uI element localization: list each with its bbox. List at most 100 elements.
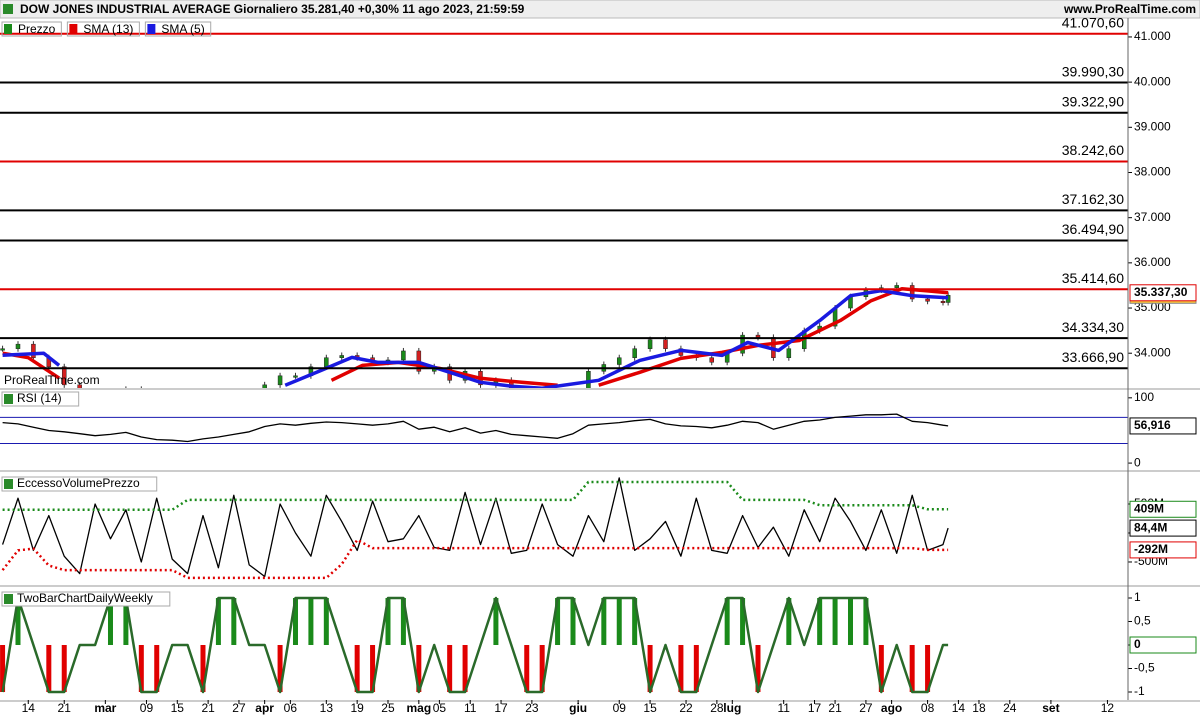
signal-bar — [847, 597, 853, 645]
level-label: 36.494,90 — [1062, 221, 1124, 237]
signal-bar — [385, 597, 391, 645]
signal-bar — [447, 645, 453, 693]
panel-title: RSI (14) — [17, 391, 62, 405]
panel-title: TwoBarChartDailyWeekly — [17, 591, 153, 605]
level-label: 34.334,30 — [1062, 319, 1124, 335]
signal-bar — [354, 645, 360, 693]
level-label: 35.414,60 — [1062, 270, 1124, 286]
x-tick-label: 06 — [284, 701, 298, 715]
x-tick-label: 11 — [464, 701, 477, 715]
candle — [940, 301, 946, 304]
candle — [324, 357, 329, 368]
y-tick-label: 1 — [1134, 590, 1141, 604]
x-tick-label: 28 — [710, 701, 724, 715]
legend-box — [144, 21, 212, 37]
signal-bar — [323, 597, 329, 645]
chart-title: DOW JONES INDUSTRIAL AVERAGE Giornaliero… — [20, 2, 525, 16]
last-value-label: 0 — [1134, 637, 1141, 651]
header-bar — [0, 0, 1200, 19]
signal-bar — [231, 597, 237, 645]
x-tick-label: mar — [94, 701, 116, 715]
last-value-label: 35.337,30 — [1134, 285, 1188, 299]
x-tick-label: mag — [406, 701, 431, 715]
y-tick-label: 100 — [1134, 390, 1154, 404]
x-tick-label: 21 — [58, 701, 72, 715]
legend-swatch — [69, 24, 78, 34]
signal-bar — [308, 597, 314, 645]
y-tick-label: 41.000 — [1134, 29, 1171, 43]
candle — [15, 343, 21, 349]
last-value-box — [1129, 417, 1197, 435]
x-tick-label: 08 — [921, 701, 935, 715]
signal-bar — [200, 645, 206, 693]
y-tick-label: -1 — [1134, 684, 1145, 698]
signal-bar — [740, 597, 746, 645]
x-tick-label: 11 — [777, 701, 790, 715]
y-tick-label: 39.000 — [1134, 119, 1171, 133]
x-tick-label: 22 — [679, 701, 693, 715]
level-label: 41.070,60 — [1062, 14, 1124, 30]
y-tick-label: 40.000 — [1134, 74, 1171, 88]
signal-bar — [909, 645, 915, 693]
signal-bar — [863, 597, 869, 645]
candle — [647, 339, 653, 349]
y-tick-label: 34.000 — [1134, 345, 1171, 359]
signal-bar — [277, 645, 283, 693]
panel-1 — [0, 413, 1128, 445]
candle — [0, 348, 5, 351]
candle — [616, 357, 622, 365]
signal-bar — [786, 597, 792, 645]
y-tick-label: 36.000 — [1134, 255, 1171, 269]
x-tick-label: 27 — [859, 701, 873, 715]
signal-bar — [154, 645, 160, 693]
site-link[interactable]: www.ProRealTime.com — [1063, 2, 1196, 16]
candle — [77, 384, 82, 388]
signal-bar — [292, 597, 298, 645]
series-line — [2, 288, 949, 388]
signal-bar — [755, 645, 761, 693]
y-tick-label: 0 — [1134, 455, 1141, 469]
signal-bar — [555, 597, 561, 645]
candle — [31, 343, 36, 358]
candle — [262, 384, 267, 388]
signal-bar — [647, 645, 653, 693]
last-value-label: -292M — [1134, 542, 1168, 556]
y-tick-label: -0,5 — [1134, 661, 1155, 675]
candle — [925, 298, 930, 302]
signal-bar — [15, 597, 21, 645]
panel-title: EccessoVolumePrezzo — [17, 476, 140, 490]
series-line — [1, 477, 949, 578]
panel-title-box — [1, 591, 171, 607]
candle — [663, 339, 668, 349]
panel-icon — [4, 594, 13, 604]
legend-box — [66, 21, 140, 37]
x-tick-label: 18 — [972, 701, 986, 715]
x-tick-label: 13 — [320, 701, 334, 715]
signal-bar — [925, 645, 931, 693]
signal-bar — [416, 645, 422, 693]
last-value-label: 56,916 — [1134, 418, 1171, 432]
x-tick-label: 17 — [808, 701, 822, 715]
x-tick-label: giu — [569, 701, 587, 715]
level-label: 37.162,30 — [1062, 191, 1124, 207]
x-tick-label: 23 — [525, 701, 539, 715]
signal-bar — [123, 597, 129, 645]
x-tick-label: 09 — [613, 701, 627, 715]
candle — [894, 285, 899, 288]
x-tick-label: 21 — [201, 701, 215, 715]
legend-label[interactable]: SMA (5) — [161, 22, 204, 36]
y-tick-label: 0,5 — [1134, 614, 1151, 628]
candle — [293, 375, 298, 378]
signal-bar — [678, 645, 684, 693]
signal-bar — [61, 645, 67, 693]
last-value-box — [1129, 500, 1197, 518]
legend-label[interactable]: Prezzo — [18, 22, 56, 36]
legend-label[interactable]: SMA (13) — [83, 22, 133, 36]
panel-title-box — [1, 476, 158, 492]
signal-bar — [878, 645, 884, 693]
last-value-box — [1129, 519, 1197, 537]
panel-icon — [4, 394, 13, 404]
y-tick-label: 38.000 — [1134, 165, 1171, 179]
signal-bar — [601, 597, 607, 645]
